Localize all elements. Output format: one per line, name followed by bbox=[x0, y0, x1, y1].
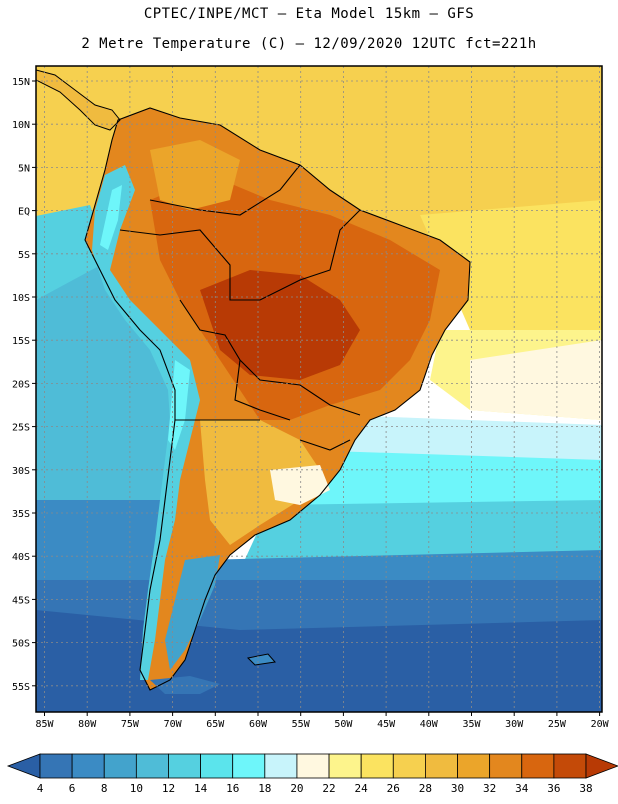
color-bar-swatch bbox=[135, 753, 169, 779]
ocean-cream-band bbox=[470, 340, 602, 420]
color-bar-swatch bbox=[296, 753, 330, 779]
latitude-label: 45S bbox=[12, 595, 30, 606]
land-uruguay-cool bbox=[270, 465, 330, 505]
color-bar-swatch bbox=[39, 753, 73, 779]
color-bar-swatch bbox=[103, 753, 137, 779]
latitude-label: 5S bbox=[18, 250, 30, 261]
color-bar-swatch bbox=[392, 753, 426, 779]
color-bar-arrow-high bbox=[585, 753, 618, 779]
color-bar-label: 10 bbox=[130, 782, 143, 795]
country-borders bbox=[84, 107, 471, 691]
color-bar-labels: 4 6 8 10 12 14 16 18 20 22 24 26 28 30 32 34 36 38 bbox=[37, 782, 593, 795]
land-tierra-del-fuego bbox=[150, 676, 220, 694]
latitude-label: 5N bbox=[18, 163, 30, 174]
color-bar-label: 28 bbox=[419, 782, 432, 795]
latitude-label: 15S bbox=[12, 336, 30, 347]
color-bar-label: 24 bbox=[355, 782, 369, 795]
longitude-label: 55W bbox=[292, 719, 311, 730]
map-frame bbox=[35, 65, 603, 713]
ocean-yellow-band bbox=[420, 200, 602, 360]
land-central-america bbox=[36, 70, 120, 130]
color-bar-swatch bbox=[168, 753, 201, 779]
longitude-label: 75W bbox=[121, 719, 140, 730]
andes-cool-ridge bbox=[92, 165, 200, 680]
longitude-axis: 85W 80W 75W 70W 65W 60W 55W 50W 45W 40W 35W 30W 25W 2… bbox=[35, 712, 610, 730]
color-bar-label: 18 bbox=[258, 782, 271, 795]
latitude-label: 15N bbox=[12, 77, 30, 88]
color-bar-label: 38 bbox=[579, 782, 592, 795]
land-patagonia-cool bbox=[165, 555, 220, 670]
latitude-label: EQ bbox=[18, 207, 30, 218]
latitude-label: 55S bbox=[12, 682, 30, 693]
longitude-label: 85W bbox=[35, 719, 54, 730]
color-bar-label: 30 bbox=[451, 782, 464, 795]
color-bar-swatch bbox=[200, 753, 234, 779]
color-bar-swatch bbox=[328, 753, 362, 779]
longitude-label: 20W bbox=[591, 719, 610, 730]
longitude-label: 30W bbox=[505, 719, 524, 730]
latitude-label: 10S bbox=[12, 293, 30, 304]
latitude-label: 10N bbox=[12, 120, 30, 131]
chart-title-line-2: 2 Metre Temperature (C) – 12/09/2020 12U… bbox=[81, 36, 537, 52]
color-bar-swatch bbox=[71, 753, 105, 779]
latitude-label: 20S bbox=[12, 379, 30, 390]
land-pampas-warm bbox=[200, 420, 320, 545]
longitude-label: 40W bbox=[420, 719, 439, 730]
color-bar-label: 6 bbox=[69, 782, 76, 795]
chart-title-line-1: CPTEC/INPE/MCT – Eta Model 15km – GFS bbox=[143, 6, 475, 22]
land-hottest-core bbox=[200, 270, 360, 380]
longitude-label: 25W bbox=[548, 719, 567, 730]
color-bar bbox=[6, 753, 618, 779]
longitude-label: 65W bbox=[206, 719, 225, 730]
central-america-borders bbox=[36, 69, 121, 131]
andes-peaks bbox=[100, 185, 190, 450]
longitude-label: 35W bbox=[462, 719, 481, 730]
latitude-axis: 15N 10N 5N EQ 5S 10S 15S 20S 25S 30S 35S 40S 45S 50S 5… bbox=[12, 77, 36, 693]
longitude-label: 70W bbox=[164, 719, 183, 730]
color-bar-swatch bbox=[360, 753, 394, 779]
color-bar-label: 26 bbox=[387, 782, 400, 795]
color-bar-swatch bbox=[232, 753, 266, 779]
color-bar-label: 12 bbox=[162, 782, 175, 795]
latitude-label: 35S bbox=[12, 509, 30, 520]
color-bar-swatch bbox=[489, 753, 523, 779]
color-bar-label: 22 bbox=[322, 782, 335, 795]
color-bar-label: 34 bbox=[515, 782, 529, 795]
latitude-label: 30S bbox=[12, 466, 30, 477]
falkland-islands bbox=[246, 653, 276, 666]
latitude-label: 50S bbox=[12, 639, 30, 650]
color-bar-swatch bbox=[457, 753, 491, 779]
latitude-label: 40S bbox=[12, 552, 30, 563]
color-bar-label: 8 bbox=[101, 782, 108, 795]
longitude-label: 45W bbox=[377, 719, 396, 730]
map-graticule bbox=[36, 66, 602, 712]
color-bar-swatch bbox=[425, 753, 458, 779]
longitude-label: 80W bbox=[78, 719, 97, 730]
color-bar-label: 32 bbox=[483, 782, 496, 795]
latitude-label: 25S bbox=[12, 423, 30, 434]
temperature-field bbox=[36, 66, 602, 712]
longitude-label: 50W bbox=[334, 719, 353, 730]
color-bar-label: 14 bbox=[194, 782, 208, 795]
color-bar-label: 20 bbox=[290, 782, 303, 795]
longitude-label: 60W bbox=[249, 719, 268, 730]
color-bar-swatch bbox=[553, 753, 587, 779]
color-bar-swatch bbox=[264, 753, 298, 779]
color-bar-arrow-low bbox=[6, 753, 41, 779]
color-bar-label: 4 bbox=[37, 782, 44, 795]
color-bar-label: 36 bbox=[547, 782, 560, 795]
color-bar-swatch bbox=[521, 753, 555, 779]
color-bar-label: 16 bbox=[226, 782, 239, 795]
